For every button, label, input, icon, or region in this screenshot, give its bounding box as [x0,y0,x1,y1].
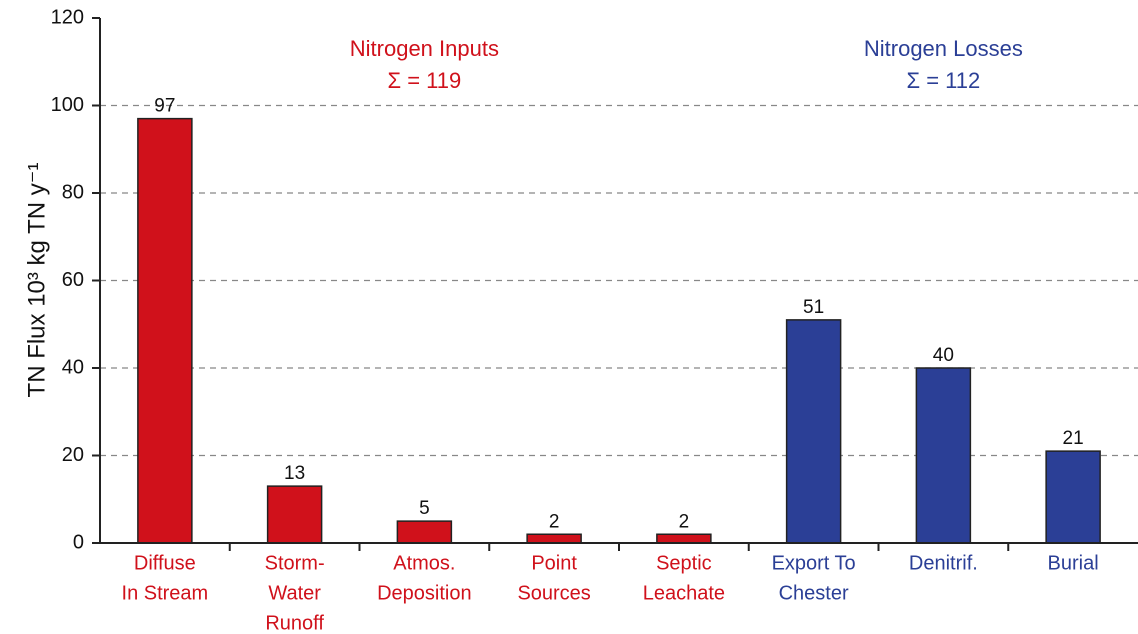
bar [785,319,842,544]
y-axis-label: TN Flux 10³ kg TN y⁻¹ [23,163,50,398]
y-tick-label: 0 [73,531,84,553]
data-label: 51 [803,297,824,318]
bar [266,485,323,544]
bar [137,117,193,544]
data-label: 13 [284,463,305,484]
data-label: 2 [549,511,560,532]
data-label: 40 [933,345,954,366]
y-tick-label: 100 [51,94,84,116]
y-tick-label: 60 [62,269,84,291]
x-tick-label: Chester [779,582,849,604]
data-label: 5 [419,498,430,519]
x-tick-label: Sources [517,582,590,604]
bar [1045,450,1101,544]
bar [656,533,712,544]
y-tick-label: 20 [62,444,84,466]
bar [915,367,972,544]
x-tick-label: Denitrif. [909,552,978,574]
data-label: 97 [154,96,175,117]
group-sum: Σ = 119 [388,68,462,93]
x-tick-label: Diffuse [134,552,196,574]
x-tick-label: Deposition [377,582,472,604]
group-title: Nitrogen Inputs [350,36,499,61]
y-tick-label: 120 [51,6,84,28]
x-tick-label: Point [531,552,577,574]
x-tick-label: Water [268,582,321,604]
bar [396,520,453,544]
x-tick-label: Storm- [265,552,325,574]
data-label: 2 [679,511,690,532]
x-tick-label: Burial [1048,552,1099,574]
group-title: Nitrogen Losses [864,36,1023,61]
y-tick-label: 40 [62,356,84,378]
x-tick-label: Leachate [643,582,725,604]
x-tick-label: Septic [656,552,712,574]
x-tick-label: Runoff [265,612,324,634]
data-label: 21 [1063,428,1084,449]
group-sum: Σ = 112 [907,68,981,93]
x-tick-label: Export To [772,552,856,574]
y-tick-label: 80 [62,181,84,203]
bar [526,533,582,544]
x-tick-label: In Stream [122,582,209,604]
x-tick-label: Atmos. [393,552,455,574]
